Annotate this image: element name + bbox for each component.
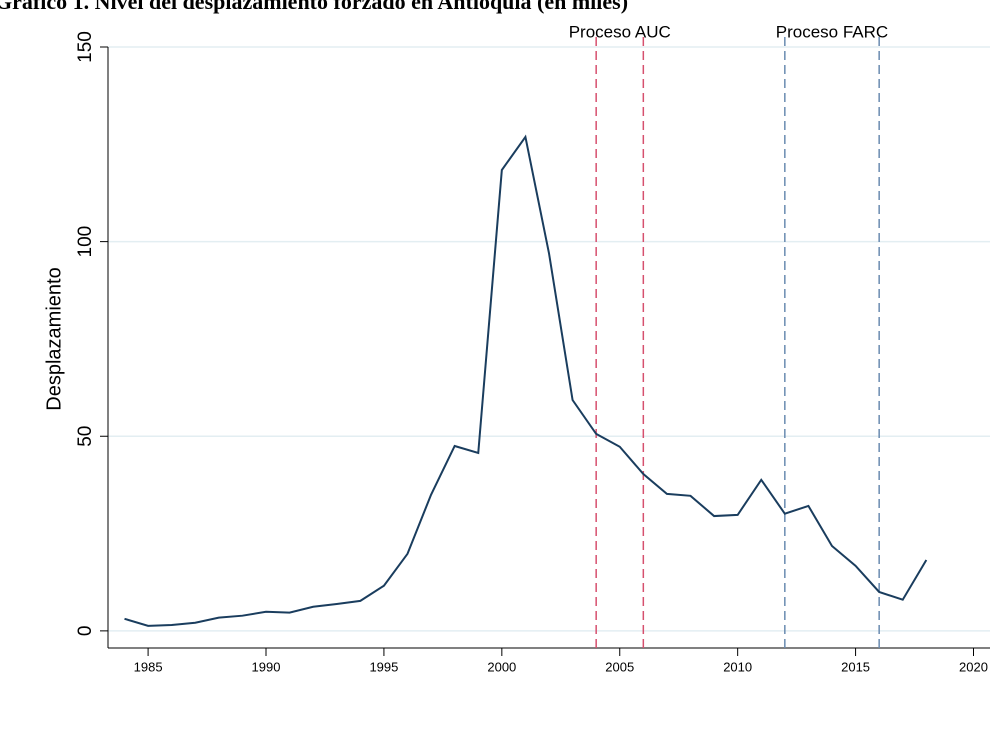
period-label: Proceso AUC	[569, 22, 671, 41]
x-tick-label: 2000	[487, 659, 516, 674]
y-tick-label: 0	[75, 626, 96, 637]
x-tick-label: 2015	[841, 659, 870, 674]
x-tick-label: 1995	[369, 659, 398, 674]
y-tick-label: 100	[75, 226, 96, 258]
x-tick-label: 2005	[605, 659, 634, 674]
period-label: Proceso FARC	[776, 22, 888, 41]
x-tick-label: 1985	[134, 659, 163, 674]
y-tick-label: 150	[75, 31, 96, 63]
chart-title: Gráfico 1. Nivel del desplazamiento forz…	[0, 0, 628, 14]
data-line	[124, 134, 928, 627]
x-tick-label: 2020	[959, 659, 988, 674]
x-tick-label: 1990	[252, 659, 281, 674]
x-tick-label: 2010	[723, 659, 752, 674]
y-axis-label: Desplazamiento	[43, 267, 65, 410]
y-tick-label: 50	[75, 426, 96, 447]
